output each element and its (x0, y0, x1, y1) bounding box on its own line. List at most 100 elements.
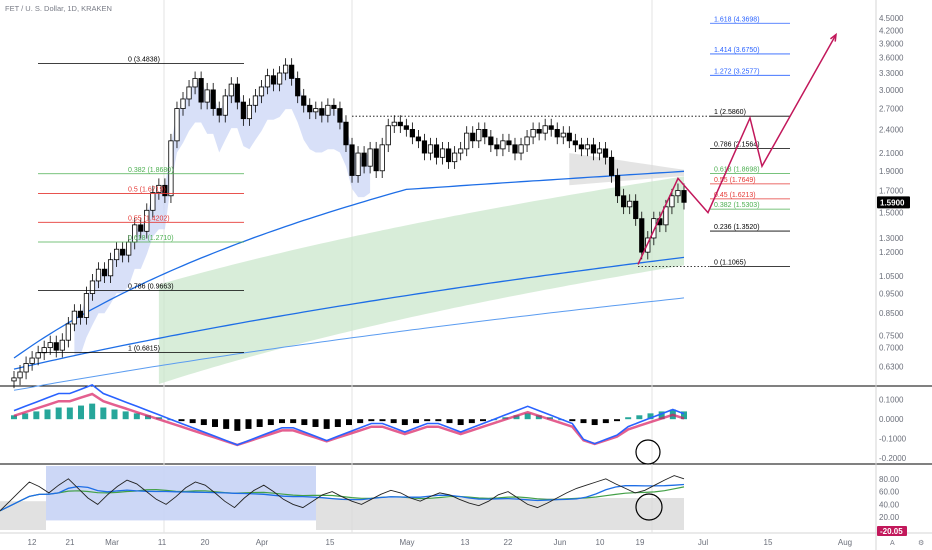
candle[interactable] (53, 342, 59, 351)
candle[interactable] (663, 206, 669, 226)
candle[interactable] (186, 86, 192, 100)
candle[interactable] (373, 148, 379, 172)
candle[interactable] (379, 144, 385, 172)
candle[interactable] (65, 323, 71, 341)
candle[interactable] (120, 248, 126, 256)
candle[interactable] (385, 125, 391, 146)
candle[interactable] (47, 342, 53, 349)
candle[interactable] (548, 125, 554, 130)
candle[interactable] (554, 129, 560, 138)
candle[interactable] (409, 129, 415, 138)
candle[interactable] (494, 144, 500, 150)
candle[interactable] (270, 75, 277, 85)
candle[interactable] (325, 104, 331, 116)
candle[interactable] (470, 132, 476, 142)
candle[interactable] (349, 144, 355, 176)
candle[interactable] (71, 310, 77, 325)
candle[interactable] (222, 95, 228, 116)
candle[interactable] (174, 108, 180, 142)
candle[interactable] (518, 144, 524, 154)
candle[interactable] (289, 64, 295, 79)
candle[interactable] (476, 129, 482, 142)
candle[interactable] (512, 144, 518, 154)
candle[interactable] (669, 195, 675, 208)
candle[interactable] (35, 352, 41, 359)
candle[interactable] (500, 140, 506, 150)
price-panel[interactable]: 0 (3.4838) 0.382 (1.8680) 0.5 (1.6719) 0.55… (11, 16, 837, 391)
candle[interactable] (23, 363, 29, 373)
candle[interactable] (150, 192, 156, 211)
candle[interactable] (95, 268, 102, 282)
candle[interactable] (210, 89, 216, 109)
candle[interactable] (59, 339, 65, 351)
candle[interactable] (126, 241, 132, 256)
candle[interactable] (144, 209, 150, 232)
candle[interactable] (264, 75, 271, 88)
candle[interactable] (427, 144, 434, 154)
candle[interactable] (198, 78, 204, 103)
candle[interactable] (307, 104, 313, 113)
candle[interactable] (596, 148, 603, 154)
candle[interactable] (651, 218, 657, 239)
candle[interactable] (29, 357, 35, 364)
candle[interactable] (506, 140, 512, 146)
candle[interactable] (584, 144, 591, 150)
candle[interactable] (11, 377, 17, 382)
candle[interactable] (627, 200, 633, 208)
candle[interactable] (114, 248, 120, 261)
candle[interactable] (216, 108, 222, 116)
candle[interactable] (361, 152, 367, 167)
candle[interactable] (252, 95, 259, 106)
candle[interactable] (542, 125, 548, 134)
candle[interactable] (391, 121, 397, 127)
candle[interactable] (445, 148, 452, 163)
candle[interactable] (560, 132, 566, 138)
candle[interactable] (433, 144, 440, 158)
macd-panel[interactable] (11, 383, 687, 465)
candle[interactable] (246, 104, 253, 120)
candle[interactable] (313, 108, 319, 113)
candle[interactable] (482, 129, 488, 138)
candle[interactable] (156, 184, 162, 193)
candle[interactable] (536, 129, 542, 134)
candle[interactable] (439, 148, 446, 158)
rsi-panel[interactable] (0, 466, 685, 530)
candle[interactable] (301, 95, 307, 106)
candle[interactable] (77, 310, 83, 318)
candle[interactable] (319, 108, 325, 116)
candle[interactable] (101, 268, 108, 277)
candle[interactable] (331, 104, 337, 109)
candle[interactable] (464, 132, 470, 150)
candle[interactable] (621, 195, 627, 208)
candle[interactable] (397, 121, 403, 127)
settings-icon[interactable]: ⚙ (918, 539, 924, 547)
candle[interactable] (83, 293, 90, 318)
candle[interactable] (204, 89, 210, 103)
candle[interactable] (162, 184, 168, 197)
candle[interactable] (639, 218, 645, 253)
candle[interactable] (192, 78, 198, 88)
candle[interactable] (89, 280, 96, 294)
candle[interactable] (283, 64, 289, 74)
candle[interactable] (566, 132, 572, 142)
candle[interactable] (258, 86, 265, 97)
candle[interactable] (295, 78, 301, 97)
candle[interactable] (524, 136, 530, 146)
candle[interactable] (337, 108, 343, 123)
candle[interactable] (343, 121, 349, 146)
candle[interactable] (633, 200, 639, 220)
candle[interactable] (615, 175, 621, 197)
candle[interactable] (452, 152, 458, 163)
candle[interactable] (168, 140, 174, 197)
candle[interactable] (234, 83, 240, 103)
candle[interactable] (681, 190, 687, 203)
candle[interactable] (608, 156, 615, 176)
candle[interactable] (572, 140, 578, 146)
candle[interactable] (276, 72, 283, 85)
candle[interactable] (421, 140, 428, 154)
candle[interactable] (17, 371, 23, 379)
auto-scale-button[interactable]: A (890, 540, 895, 547)
candle[interactable] (590, 144, 597, 154)
candle[interactable] (488, 136, 494, 146)
